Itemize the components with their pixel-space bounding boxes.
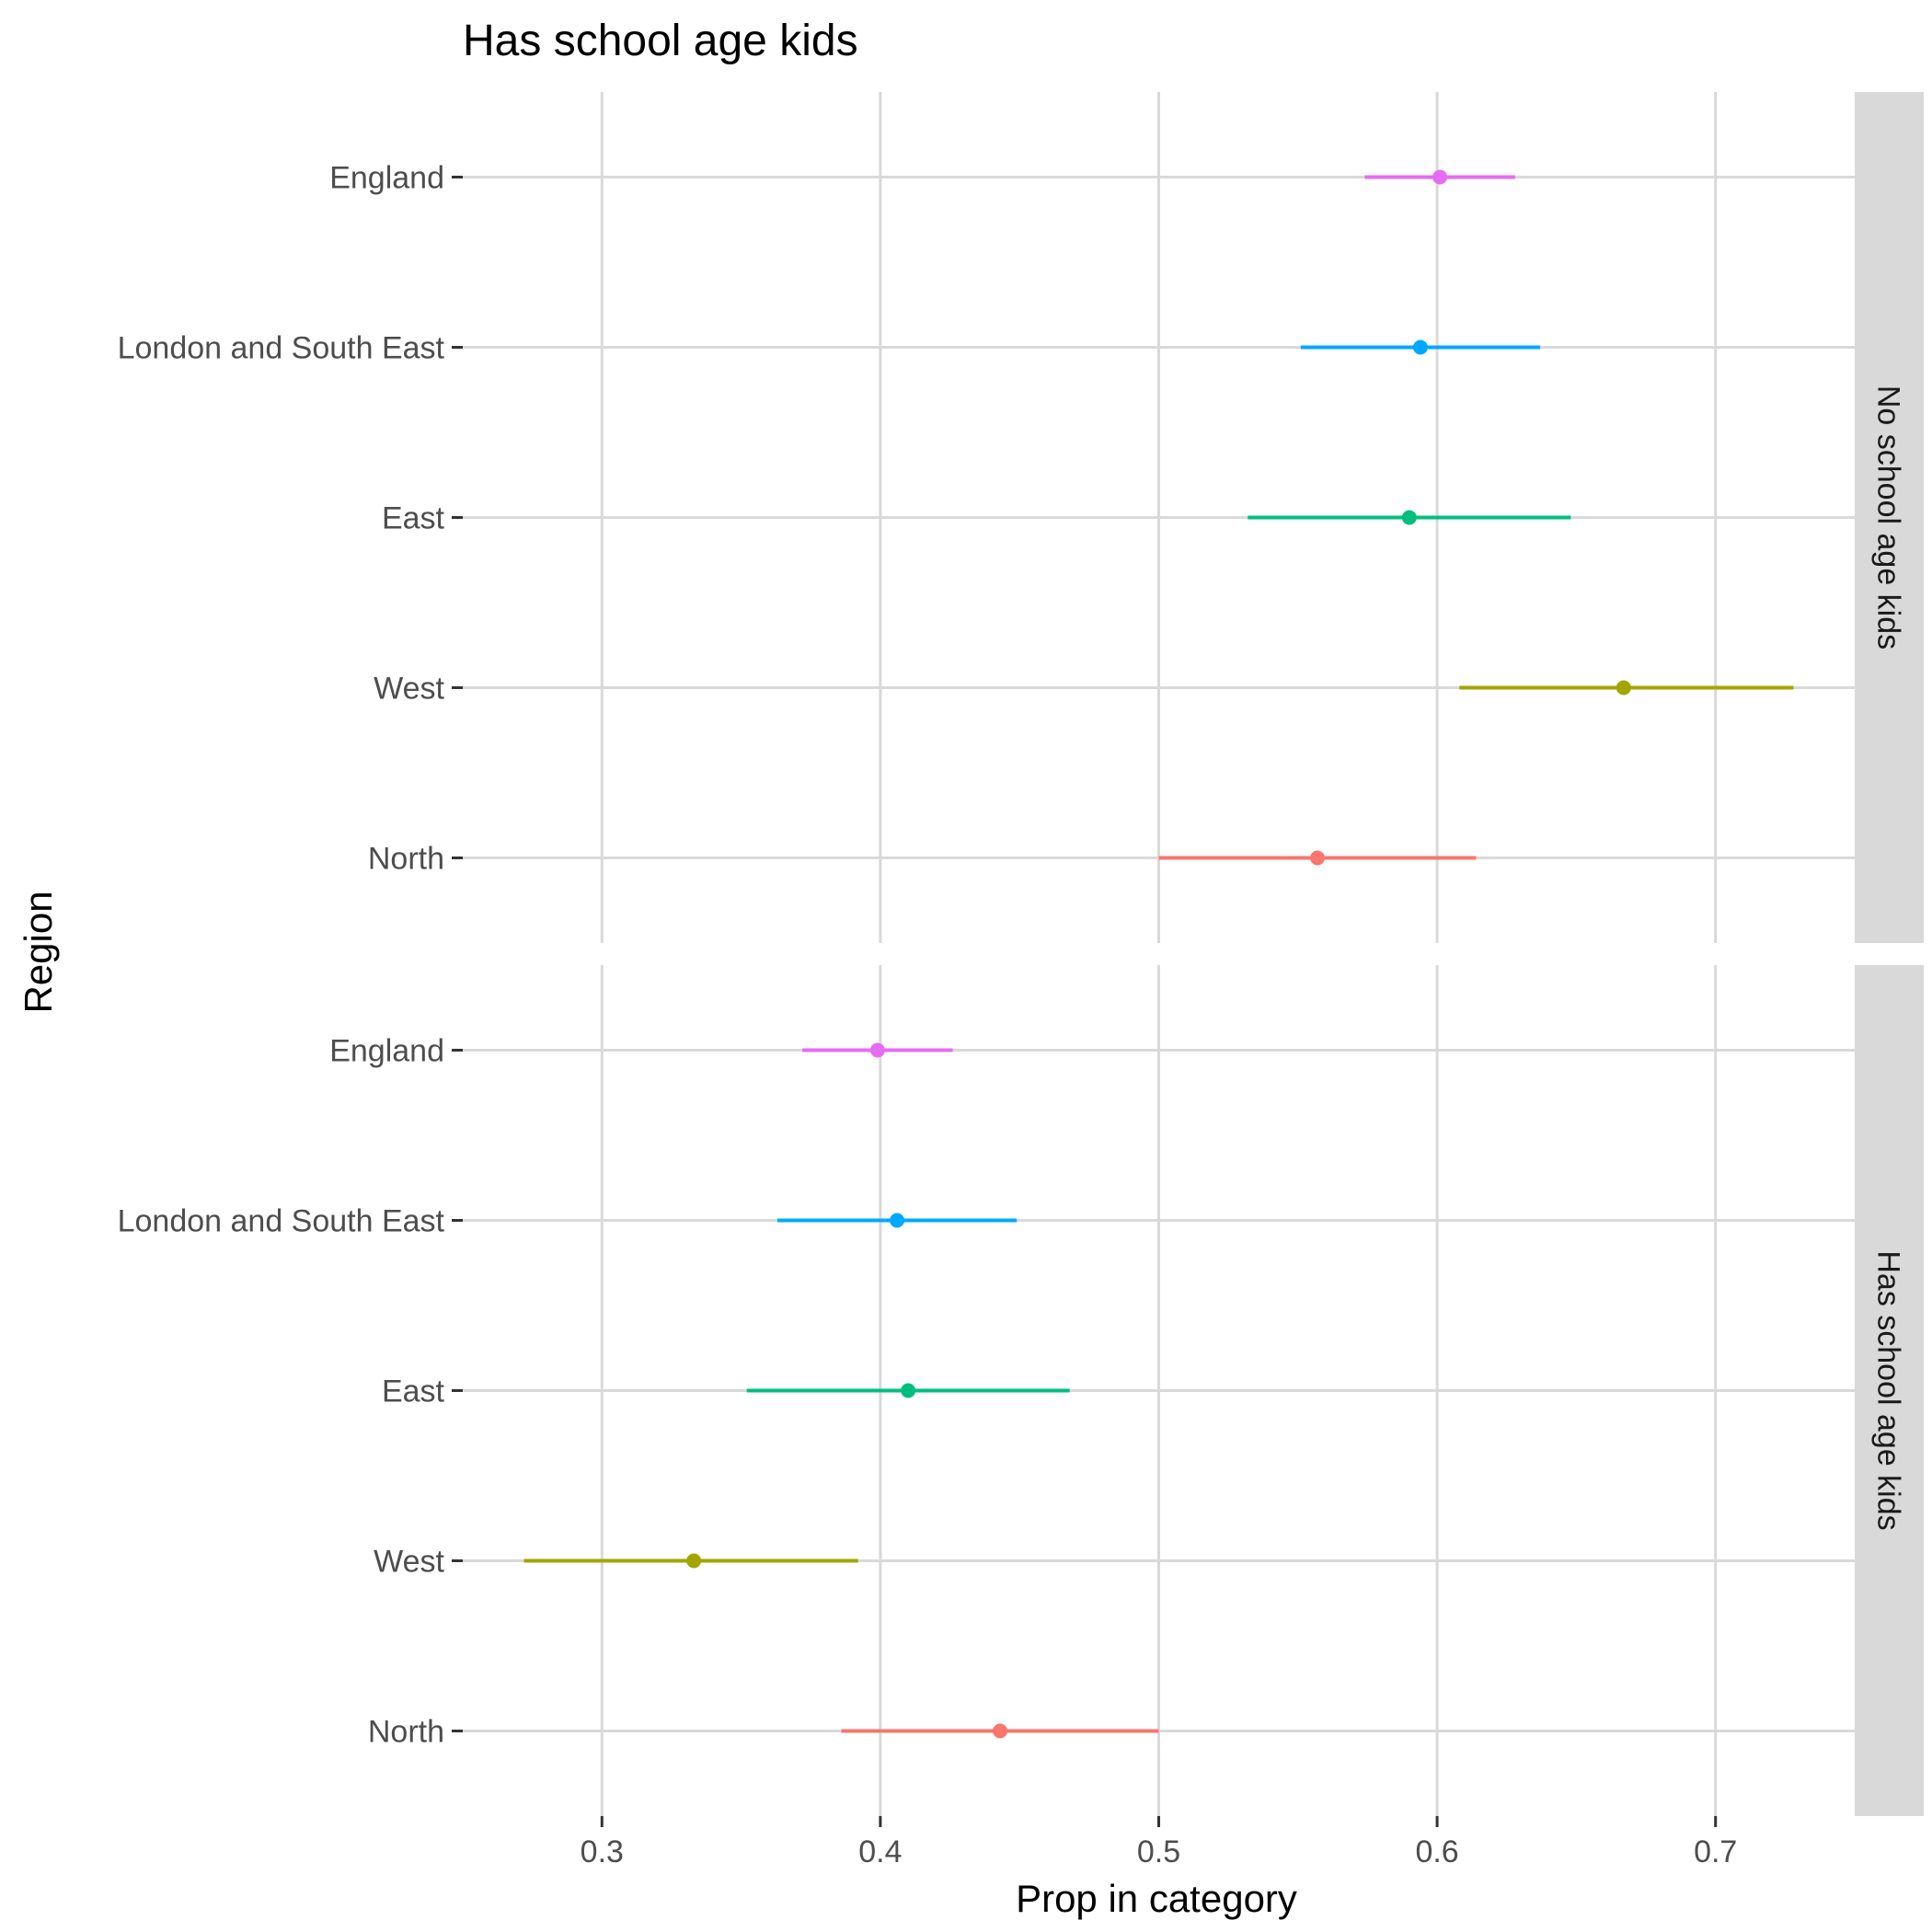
x-tick-label: 0.3 [581,1834,624,1869]
facet-strip-label: No school age kids [1871,385,1906,650]
data-point [1401,510,1417,525]
y-tick-label: East [382,1374,445,1409]
y-axis-title: Region [17,891,60,1013]
data-point [1432,169,1448,185]
y-tick-label: West [374,1545,444,1580]
facet-panel: England London and South East East West Nort… [118,965,1924,1816]
x-tick-label: 0.6 [1415,1834,1458,1869]
y-tick-label: London and South East [118,331,445,366]
y-tick-label: West [374,672,444,707]
data-point [890,1213,905,1228]
y-tick-label: London and South East [118,1204,445,1239]
data-point [869,1042,885,1058]
x-axis-title: Prop in category [1016,1877,1297,1920]
facet-strip [1855,965,1924,1816]
data-point [1412,339,1428,355]
y-tick-label: North [368,1715,444,1750]
facet-strip-label: Has school age kids [1871,1250,1906,1530]
x-tick-label: 0.7 [1694,1834,1737,1869]
facet-strip [1855,92,1924,943]
data-point [686,1553,702,1569]
y-tick-label: England [329,161,444,196]
data-point [1616,680,1631,696]
y-tick-label: North [368,842,444,877]
data-point [901,1383,916,1398]
data-point [993,1723,1008,1739]
x-axis: 0.3 0.4 0.5 0.6 0.7 [581,1816,1737,1869]
y-tick-label: England [329,1034,444,1069]
x-tick-label: 0.4 [858,1834,902,1869]
x-tick-label: 0.5 [1137,1834,1180,1869]
y-tick-label: East [382,501,445,536]
facet-panels: England London and South East East West Nort… [118,92,1924,1816]
data-point [1309,850,1325,866]
chart-title: Has school age kids [463,17,858,65]
facet-panel: England London and South East East West Nort… [118,92,1924,943]
